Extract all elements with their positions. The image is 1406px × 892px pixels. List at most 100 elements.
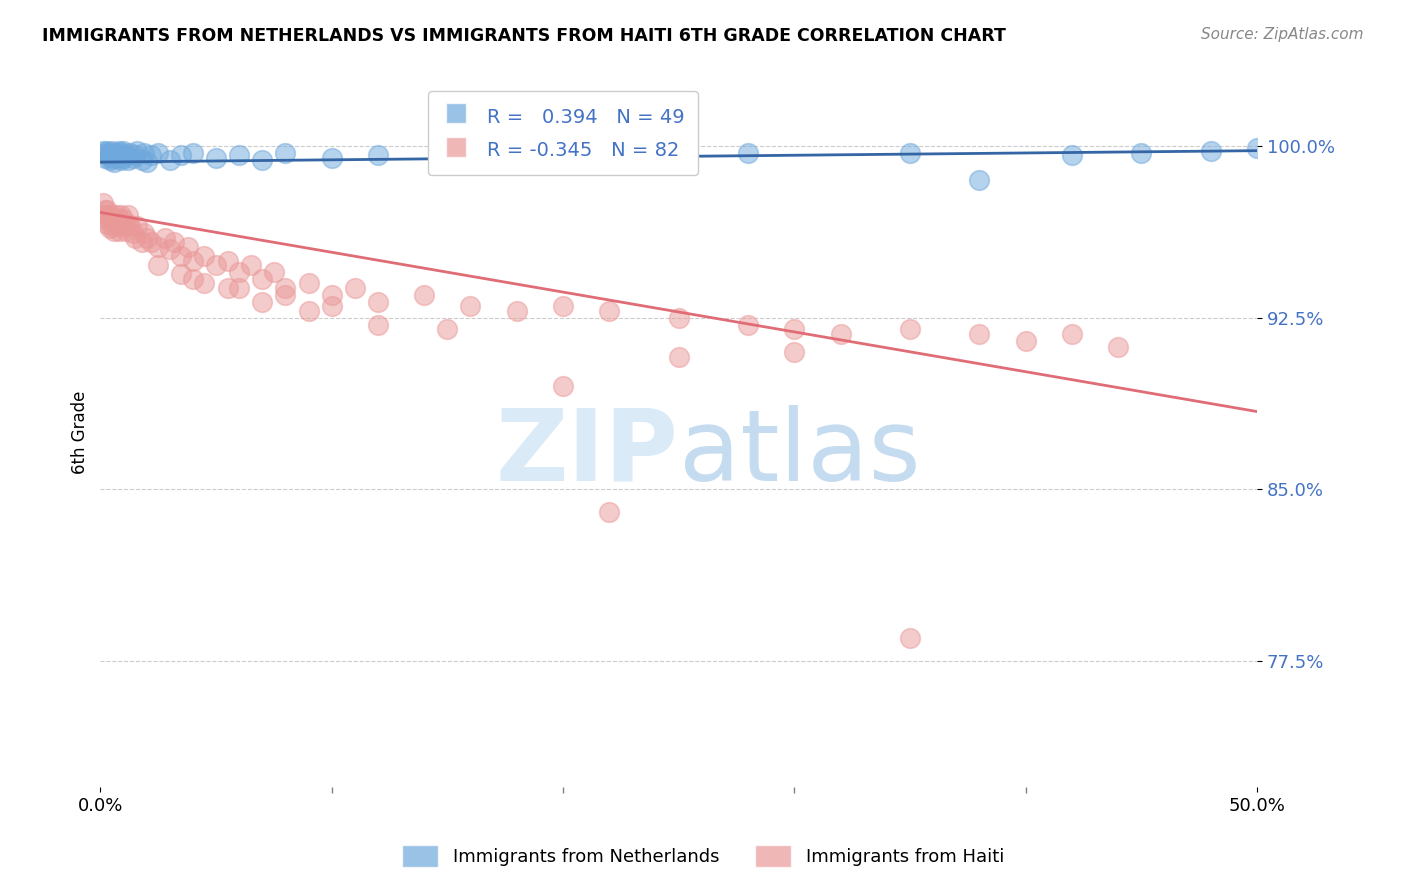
- Point: [217, 281, 239, 295]
- Point: [91, 208, 114, 222]
- Point: [131, 235, 153, 250]
- Point: [436, 322, 458, 336]
- Point: [112, 151, 135, 165]
- Point: [108, 144, 131, 158]
- Point: [135, 155, 157, 169]
- Point: [181, 145, 204, 160]
- Point: [830, 326, 852, 341]
- Point: [159, 242, 181, 256]
- Point: [783, 345, 806, 359]
- Point: [551, 379, 574, 393]
- Point: [668, 350, 690, 364]
- Point: [121, 151, 143, 165]
- Point: [598, 148, 620, 162]
- Point: [969, 173, 991, 187]
- Point: [274, 145, 297, 160]
- Point: [153, 230, 176, 244]
- Point: [181, 253, 204, 268]
- Point: [170, 249, 193, 263]
- Point: [969, 326, 991, 341]
- Point: [217, 253, 239, 268]
- Point: [96, 144, 118, 158]
- Point: [321, 288, 343, 302]
- Point: [263, 265, 285, 279]
- Point: [110, 145, 132, 160]
- Point: [135, 230, 157, 244]
- Point: [506, 303, 529, 318]
- Point: [114, 224, 136, 238]
- Point: [112, 144, 135, 158]
- Point: [148, 258, 170, 272]
- Point: [108, 212, 131, 227]
- Point: [252, 272, 274, 286]
- Point: [193, 277, 215, 291]
- Point: [1246, 141, 1268, 155]
- Point: [1015, 334, 1038, 348]
- Point: [170, 148, 193, 162]
- Point: [163, 235, 186, 250]
- Point: [367, 148, 389, 162]
- Point: [94, 203, 117, 218]
- Point: [98, 145, 121, 160]
- Point: [668, 310, 690, 325]
- Point: [94, 151, 117, 165]
- Point: [321, 151, 343, 165]
- Point: [91, 144, 114, 158]
- Point: [101, 144, 124, 158]
- Point: [110, 217, 132, 231]
- Point: [297, 277, 319, 291]
- Point: [120, 145, 142, 160]
- Point: [121, 226, 143, 240]
- Point: [783, 322, 806, 336]
- Point: [436, 145, 458, 160]
- Point: [103, 224, 125, 238]
- Point: [274, 288, 297, 302]
- Point: [252, 294, 274, 309]
- Point: [181, 272, 204, 286]
- Point: [252, 153, 274, 167]
- Point: [108, 224, 131, 238]
- Point: [127, 144, 149, 158]
- Point: [343, 281, 366, 295]
- Point: [274, 281, 297, 295]
- Point: [108, 148, 131, 162]
- Point: [205, 258, 228, 272]
- Y-axis label: 6th Grade: 6th Grade: [72, 391, 89, 474]
- Point: [551, 299, 574, 313]
- Point: [297, 303, 319, 318]
- Point: [134, 145, 156, 160]
- Point: [148, 240, 170, 254]
- Text: IMMIGRANTS FROM NETHERLANDS VS IMMIGRANTS FROM HAITI 6TH GRADE CORRELATION CHART: IMMIGRANTS FROM NETHERLANDS VS IMMIGRANT…: [42, 27, 1007, 45]
- Point: [205, 151, 228, 165]
- Point: [598, 505, 620, 519]
- Point: [117, 208, 139, 222]
- Text: Source: ZipAtlas.com: Source: ZipAtlas.com: [1201, 27, 1364, 42]
- Legend: R =   0.394   N = 49, R = -0.345   N = 82: R = 0.394 N = 49, R = -0.345 N = 82: [429, 91, 697, 175]
- Point: [124, 230, 146, 244]
- Point: [120, 219, 142, 234]
- Point: [94, 212, 117, 227]
- Point: [367, 318, 389, 332]
- Point: [170, 267, 193, 281]
- Point: [159, 153, 181, 167]
- Point: [148, 145, 170, 160]
- Point: [1060, 326, 1083, 341]
- Point: [598, 303, 620, 318]
- Point: [898, 322, 921, 336]
- Point: [103, 155, 125, 169]
- Point: [141, 148, 163, 162]
- Point: [1060, 148, 1083, 162]
- Point: [898, 631, 921, 645]
- Point: [105, 151, 128, 165]
- Point: [228, 265, 250, 279]
- Point: [98, 221, 121, 235]
- Point: [110, 153, 132, 167]
- Point: [1199, 144, 1222, 158]
- Point: [131, 153, 153, 167]
- Point: [105, 145, 128, 160]
- Point: [96, 148, 118, 162]
- Point: [737, 145, 759, 160]
- Point: [101, 208, 124, 222]
- Point: [127, 219, 149, 234]
- Point: [141, 235, 163, 250]
